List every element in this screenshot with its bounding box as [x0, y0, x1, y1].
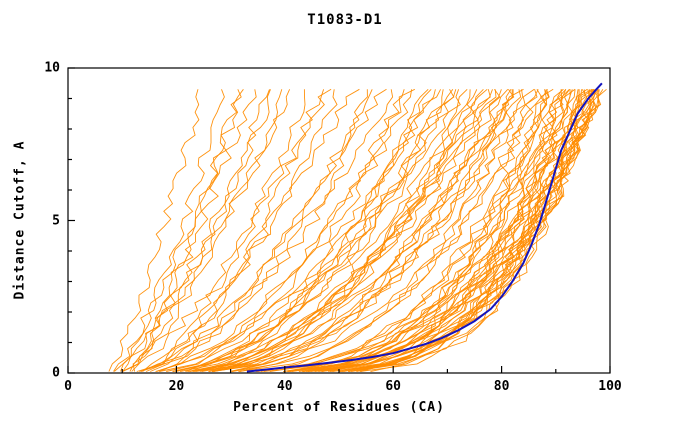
y-tick-label: 0 [52, 365, 60, 381]
x-axis-label: Percent of Residues (CA) [233, 400, 445, 415]
y-tick-label: 10 [44, 60, 60, 76]
chart-title: T1083-D1 [307, 12, 383, 28]
y-tick-label: 5 [52, 213, 60, 228]
y-axis-label: Distance Cutoff, A [12, 140, 28, 300]
x-tick-label: 80 [493, 379, 510, 394]
x-tick-label: 0 [64, 379, 72, 394]
x-tick-label: 20 [168, 379, 185, 394]
x-tick-label: 40 [276, 379, 293, 394]
x-tick-label: 60 [385, 379, 402, 394]
x-tick-label: 100 [598, 379, 622, 394]
